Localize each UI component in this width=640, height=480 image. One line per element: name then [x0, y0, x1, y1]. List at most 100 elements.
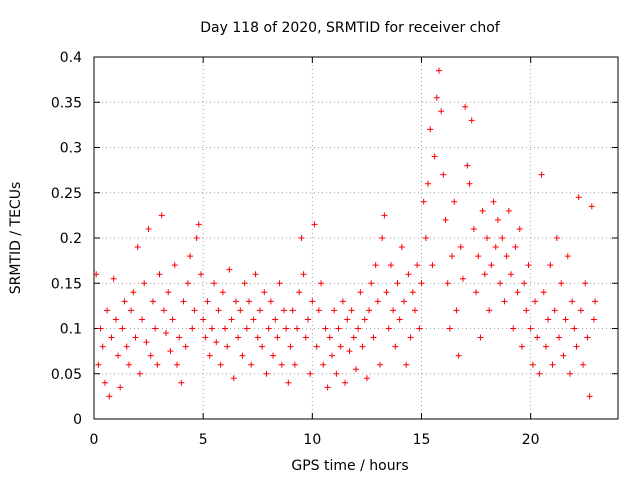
data-point — [289, 307, 296, 314]
data-point — [494, 216, 501, 223]
data-point — [429, 262, 436, 269]
y-tick-label: 0.05 — [51, 367, 82, 383]
data-point — [324, 384, 331, 391]
data-point — [300, 271, 307, 278]
data-point — [481, 271, 488, 278]
data-point — [416, 325, 423, 332]
data-point — [414, 262, 421, 269]
data-point — [270, 352, 277, 359]
data-point — [222, 325, 228, 332]
data-point — [536, 370, 543, 377]
data-point — [392, 343, 399, 350]
data-point — [538, 171, 545, 178]
x-tick-labels: 0 5 10 15 20 — [90, 432, 540, 448]
y-tick-label: 0.25 — [51, 186, 82, 202]
data-point — [361, 316, 368, 323]
data-point — [560, 352, 567, 359]
data-point — [265, 325, 272, 332]
data-point — [261, 289, 268, 296]
data-point — [136, 370, 143, 377]
data-point — [302, 334, 309, 341]
data-point — [438, 108, 445, 115]
data-point — [387, 262, 394, 269]
data-point — [339, 298, 346, 305]
data-point — [532, 298, 539, 305]
data-point — [322, 325, 329, 332]
data-point — [173, 361, 180, 368]
data-point — [344, 316, 351, 323]
plot-frame — [93, 56, 619, 420]
data-point — [374, 298, 381, 305]
data-point — [318, 280, 325, 287]
data-point — [418, 280, 425, 287]
data-point — [215, 307, 222, 314]
data-point — [296, 289, 303, 296]
y-tick-label: 0 — [73, 412, 82, 428]
data-point — [577, 307, 584, 314]
data-point — [200, 316, 207, 323]
data-point — [403, 361, 410, 368]
data-point — [355, 325, 362, 332]
data-point — [420, 198, 427, 205]
data-point — [529, 361, 536, 368]
data-point — [569, 298, 576, 305]
data-point — [455, 352, 462, 359]
y-tick-label: 0.2 — [60, 231, 82, 247]
data-point — [566, 370, 573, 377]
y-axis-label: SRMTID / TECUs — [8, 182, 24, 295]
data-point — [291, 361, 298, 368]
data-point — [444, 280, 451, 287]
data-point — [197, 271, 204, 278]
y-tick-label: 0.3 — [60, 141, 82, 157]
data-point — [104, 307, 111, 314]
data-point — [462, 103, 469, 110]
data-point — [497, 280, 504, 287]
data-point — [156, 271, 163, 278]
data-point — [178, 379, 185, 386]
data-point — [427, 126, 434, 133]
data-point — [442, 216, 449, 223]
data-point — [534, 334, 541, 341]
data-point — [527, 325, 534, 332]
data-point — [110, 275, 117, 282]
data-point — [213, 339, 220, 346]
data-point — [121, 298, 128, 305]
data-point — [237, 307, 244, 314]
data-point — [590, 316, 597, 323]
data-point — [154, 361, 161, 368]
data-point — [141, 280, 148, 287]
data-point — [353, 366, 359, 373]
data-point — [204, 298, 211, 305]
data-point — [486, 307, 493, 314]
data-point — [123, 343, 130, 350]
data-point — [584, 334, 591, 341]
data-point — [582, 280, 589, 287]
data-point — [206, 352, 213, 359]
data-point — [320, 361, 327, 368]
data-point — [464, 162, 471, 169]
data-point — [276, 280, 283, 287]
data-point — [195, 221, 202, 228]
data-point — [505, 207, 512, 214]
data-point — [115, 352, 122, 359]
data-point — [501, 298, 508, 305]
data-point — [280, 307, 287, 314]
data-point — [348, 307, 355, 314]
data-point — [451, 198, 458, 205]
data-point — [357, 289, 364, 296]
data-point — [381, 212, 388, 219]
data-point — [93, 271, 100, 278]
data-point — [184, 280, 191, 287]
data-point — [394, 280, 401, 287]
data-point — [545, 316, 552, 323]
data-point — [359, 343, 366, 350]
data-point — [518, 343, 525, 350]
data-point — [252, 271, 259, 278]
data-point — [337, 343, 344, 350]
data-point — [267, 298, 274, 305]
data-point — [145, 225, 152, 232]
data-point — [433, 94, 440, 101]
data-point — [176, 334, 183, 341]
data-point — [287, 343, 294, 350]
